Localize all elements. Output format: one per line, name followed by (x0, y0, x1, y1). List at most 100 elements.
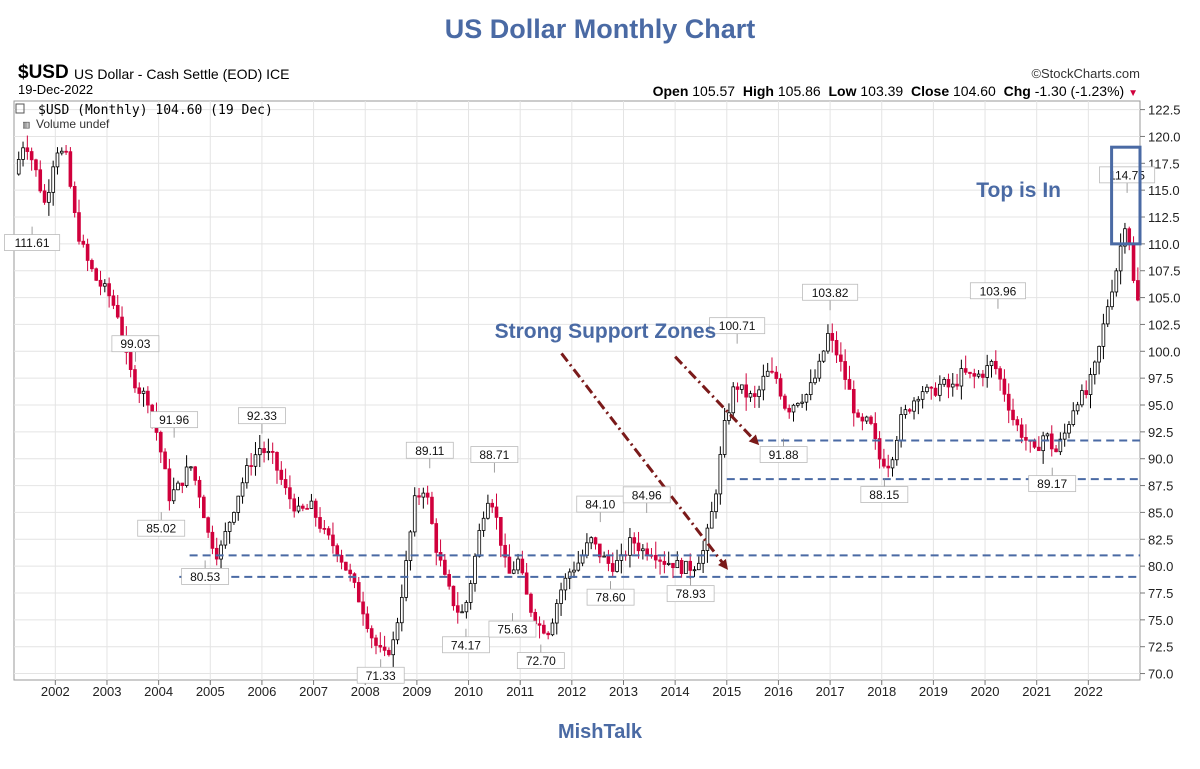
candle-body (684, 560, 688, 574)
candle-body (262, 448, 266, 454)
callout-text: Top is In (976, 179, 1061, 202)
candle-body (864, 416, 869, 422)
high-label: High (742, 83, 774, 99)
candle-body (107, 283, 111, 297)
annotation-label: 91.96 (159, 413, 189, 427)
x-axis-ticks: 2002 2003 2004 2005 2006 2007 2008 2009 2010 2011… (41, 680, 1103, 699)
annotation-box (622, 486, 671, 504)
candle-body (1136, 280, 1140, 301)
y-tick-label: 77.5 (1148, 586, 1173, 601)
candle-body (42, 190, 47, 203)
candle-body (537, 623, 542, 626)
x-tick-label: 2007 (299, 684, 328, 699)
annotation-box (802, 283, 859, 301)
candle-body (903, 409, 908, 416)
candle-body (387, 649, 391, 656)
candle-body (735, 386, 740, 390)
candle-body (770, 370, 774, 373)
candle-body (567, 571, 572, 579)
annotation-box (860, 486, 909, 503)
candle-body (933, 387, 938, 396)
candle-body (223, 531, 228, 546)
candle-body (1041, 435, 1045, 452)
y-tick-label: 107.5 (1148, 264, 1181, 279)
candle-body (473, 555, 477, 584)
annotation-box (111, 335, 160, 353)
x-tick-label: 2003 (93, 684, 122, 699)
candle-body (146, 390, 150, 406)
candle-body (929, 386, 934, 389)
candle-body (240, 482, 245, 497)
candle-body (257, 448, 262, 456)
annotation-label: 88.15 (869, 488, 899, 502)
candle-body (29, 151, 34, 161)
y-tick-label: 85.0 (1148, 505, 1173, 520)
candle-body (270, 451, 275, 453)
y-axis-ticks: 70.0 72.5 75.0 77.5 80.0 82.5 85.0 87.5 90.0 92.5… (1140, 103, 1181, 682)
candle-body (464, 602, 469, 613)
x-tick-label: 2020 (971, 684, 1000, 699)
candle-body (309, 500, 314, 509)
candle-body (860, 416, 865, 422)
candle-body (137, 387, 142, 394)
candle-body (430, 496, 434, 524)
candle-body (589, 537, 594, 544)
candle-body (826, 333, 830, 352)
annotation-label: 103.82 (812, 286, 849, 300)
candle-body (998, 368, 1002, 380)
candle-body (59, 150, 64, 154)
candle-body (817, 360, 822, 379)
candle-body (275, 451, 279, 471)
x-tick-label: 2016 (764, 684, 793, 699)
candle-body (752, 393, 757, 397)
candle-body (382, 646, 387, 651)
candle-body (658, 559, 662, 562)
candle-body (688, 560, 693, 571)
candle-body (813, 377, 817, 384)
candle-body (546, 632, 550, 636)
candle-body (451, 585, 456, 607)
candle-body (176, 482, 180, 491)
y-tick-label: 90.0 (1148, 452, 1173, 467)
annotation-box (576, 495, 625, 513)
low-label: Low (828, 83, 857, 99)
candle-body (214, 547, 219, 560)
x-tick-label: 2014 (661, 684, 690, 699)
close-value: 104.60 (953, 83, 996, 99)
annotation-label: 91.88 (769, 448, 799, 462)
candle-body (576, 562, 581, 571)
high-value: 105.86 (777, 83, 821, 99)
candle-body (783, 395, 787, 409)
candle-body (490, 502, 495, 508)
candle-body (90, 260, 94, 270)
candle-body (847, 379, 852, 390)
callouts: Strong Support Zones Top is In (495, 179, 1061, 343)
candle-body (72, 186, 77, 214)
candle-body (369, 628, 374, 639)
x-tick-label: 2021 (1022, 684, 1051, 699)
candle-body (236, 495, 241, 513)
candle-body (808, 382, 813, 395)
candle-body (266, 451, 271, 454)
candle-body (524, 572, 529, 595)
candle-body (219, 544, 223, 560)
candle-body (856, 412, 860, 418)
annotation-label: 85.02 (146, 522, 176, 536)
candle-body (731, 386, 736, 414)
annotation-box (238, 407, 286, 425)
callout-text: Strong Support Zones (495, 320, 717, 343)
annotation-box (709, 317, 766, 335)
annotation-box (488, 620, 537, 638)
candle-body (468, 583, 473, 603)
candle-body (679, 559, 684, 574)
x-tick-label: 2005 (196, 684, 225, 699)
candle-body (554, 603, 559, 624)
candle-body (356, 582, 361, 603)
candle-body (301, 505, 305, 509)
candle-body (331, 534, 335, 547)
candle-body (675, 559, 680, 569)
down-triangle-icon: ▼ (1128, 88, 1138, 99)
top-highlight-box (1110, 145, 1142, 246)
candle-body (895, 439, 899, 461)
candle-body (559, 589, 563, 604)
